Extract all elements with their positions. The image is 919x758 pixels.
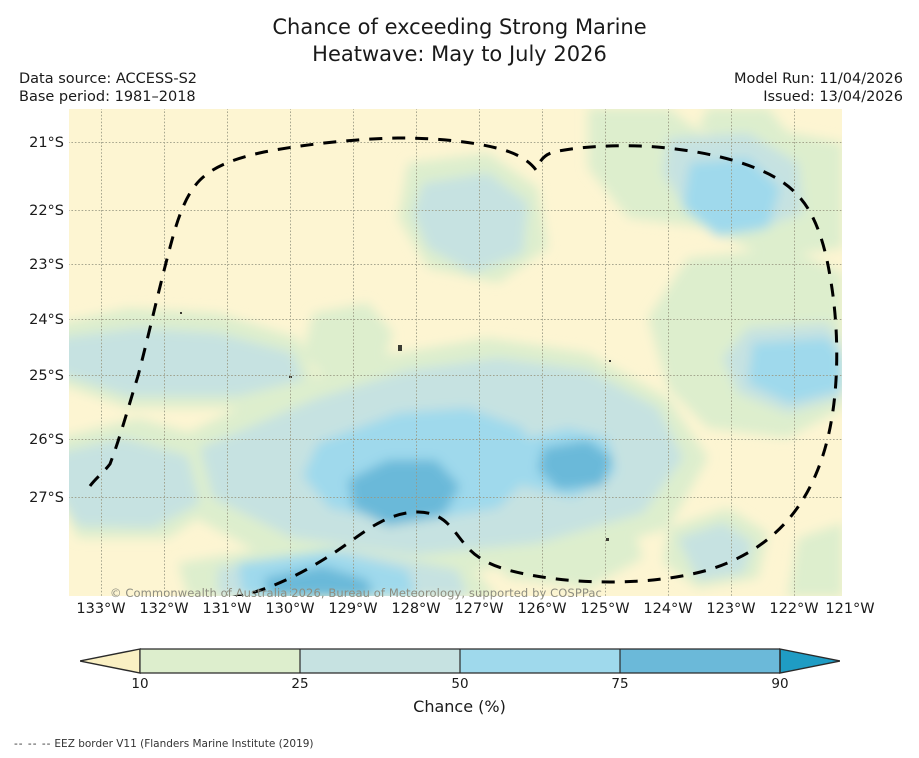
colorbar-bin-75-90	[620, 649, 780, 673]
colorbar-bin-10-25	[140, 649, 300, 673]
issued-label: Issued: 13/04/2026	[763, 89, 903, 105]
lon-label: 123°W	[706, 601, 756, 617]
longitude-axis: 133°W 132°W 131°W 130°W 129°W 128°W 127°…	[68, 601, 874, 625]
lat-label: 21°S	[29, 135, 64, 151]
colorbar-tick: 90	[771, 676, 789, 692]
footer-legend: -- -- -- EEZ border V11 (Flanders Marine …	[14, 738, 314, 750]
colorbar-title: Chance (%)	[413, 697, 506, 716]
colorbar-tick: 50	[451, 676, 469, 692]
lat-label: 25°S	[29, 368, 64, 384]
lat-label: 27°S	[29, 490, 64, 506]
latitude-axis: 21°S 22°S 23°S 24°S 25°S 26°S 27°S	[4, 108, 64, 597]
map-plot[interactable]: © Commonwealth of Australia 2026, Bureau…	[68, 108, 843, 600]
colorbar-over-arrow	[779, 648, 841, 674]
colorbar-under-arrow	[79, 648, 141, 674]
colorbar-tick: 10	[131, 676, 149, 692]
base-period-label: Base period: 1981–2018	[19, 89, 196, 105]
model-run-label: Model Run: 11/04/2026	[733, 71, 903, 87]
lat-label: 24°S	[29, 312, 64, 328]
lon-label: 128°W	[391, 601, 441, 617]
lat-label: 26°S	[29, 432, 64, 448]
lon-label: 129°W	[328, 601, 378, 617]
page-title: Chance of exceeding Strong Marine Heatwa…	[272, 15, 647, 66]
colorbar-bin-25-50	[300, 649, 460, 673]
colorbar-tick: 75	[611, 676, 629, 692]
colorbar[interactable]	[79, 648, 841, 674]
lon-label: 125°W	[580, 601, 630, 617]
lon-label: 133°W	[76, 601, 126, 617]
lon-label: 124°W	[643, 601, 693, 617]
lon-label: 132°W	[139, 601, 189, 617]
data-source-label: Data source: ACCESS-S2	[19, 71, 198, 87]
map-frame	[68, 108, 843, 597]
colorbar-svg	[79, 648, 841, 674]
metadata-right: Model Run: 11/04/2026 Issued: 13/04/2026	[734, 70, 903, 106]
lon-label: 121°W	[825, 601, 875, 617]
lon-label: 131°W	[202, 601, 252, 617]
lon-label: 126°W	[517, 601, 567, 617]
lon-label: 122°W	[769, 601, 819, 617]
lat-label: 23°S	[29, 257, 64, 273]
lon-label: 130°W	[265, 601, 315, 617]
colorbar-ticks: 10 25 50 75 90	[80, 676, 840, 696]
eez-legend-label: EEZ border V11 (Flanders Marine Institut…	[54, 738, 314, 750]
map-svg	[68, 108, 843, 597]
colorbar-bin-50-75	[460, 649, 620, 673]
eez-dash-sample: -- -- --	[14, 738, 52, 750]
lon-label: 127°W	[454, 601, 504, 617]
eez-border-line	[88, 136, 839, 597]
metadata-left: Data source: ACCESS-S2 Base period: 1981…	[19, 70, 197, 106]
map-copyright: © Commonwealth of Australia 2026, Bureau…	[110, 586, 602, 600]
colorbar-tick: 25	[291, 676, 309, 692]
lat-label: 22°S	[29, 203, 64, 219]
